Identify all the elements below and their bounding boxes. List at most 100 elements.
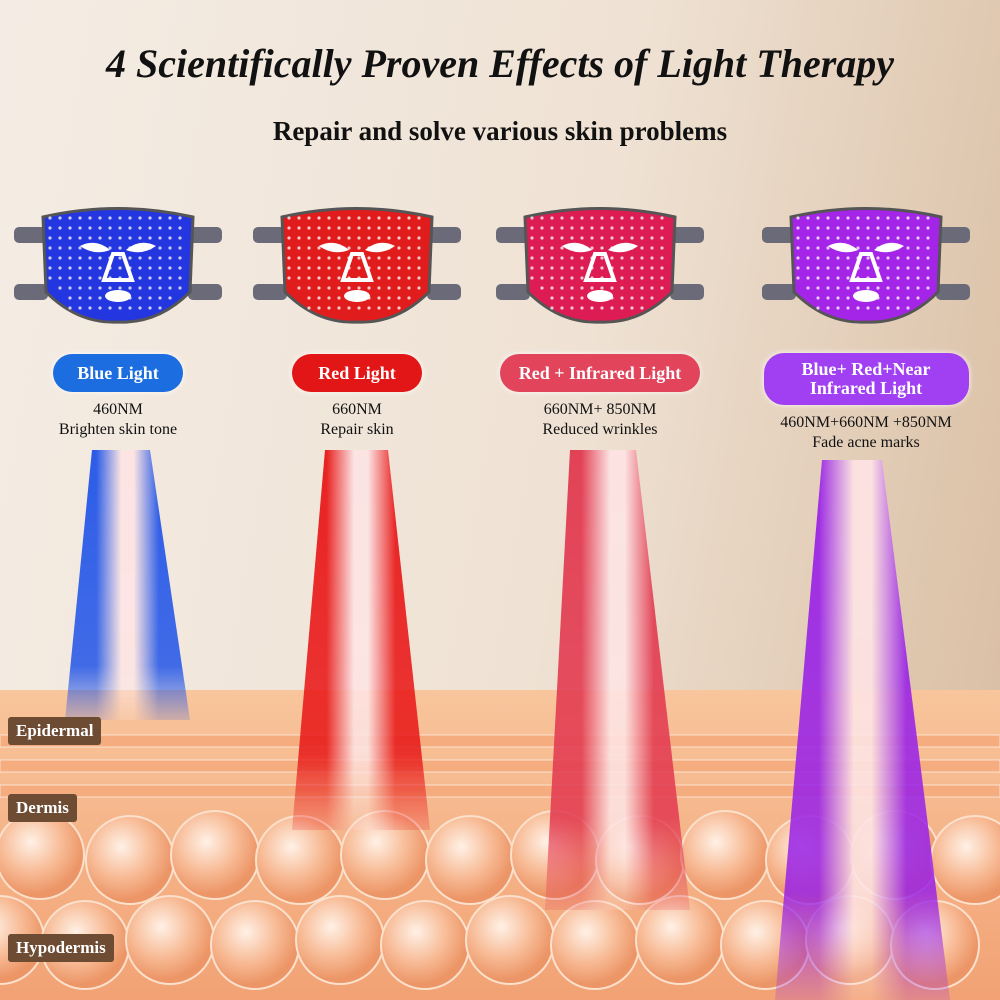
led <box>357 306 361 310</box>
led <box>660 236 664 240</box>
led <box>397 256 401 260</box>
led <box>148 286 152 290</box>
led <box>417 256 421 260</box>
strap <box>253 227 287 243</box>
strap <box>188 227 222 243</box>
led <box>896 226 900 230</box>
led <box>178 256 182 260</box>
led <box>630 286 634 290</box>
led <box>640 306 644 310</box>
strap <box>936 227 970 243</box>
led <box>367 256 371 260</box>
led <box>560 266 564 270</box>
led <box>317 216 321 220</box>
led <box>620 266 624 270</box>
led <box>307 306 311 310</box>
led <box>620 226 624 230</box>
led <box>650 216 654 220</box>
led <box>98 256 102 260</box>
wavelength: 460NM+660NM +850NM <box>780 414 952 431</box>
led <box>886 216 890 220</box>
light-beam <box>292 450 430 830</box>
strap <box>496 284 530 300</box>
led <box>78 256 82 260</box>
led <box>540 286 544 290</box>
eye <box>874 242 904 253</box>
led <box>836 276 840 280</box>
led <box>866 236 870 240</box>
led <box>916 266 920 270</box>
led <box>836 306 840 310</box>
strap <box>253 284 287 300</box>
led <box>610 236 614 240</box>
cell <box>170 810 260 900</box>
led <box>540 256 544 260</box>
led <box>856 226 860 230</box>
led <box>327 296 331 300</box>
eye <box>80 242 110 253</box>
led <box>118 226 122 230</box>
led <box>377 286 381 290</box>
led <box>926 266 930 270</box>
led <box>570 276 574 280</box>
led <box>816 266 820 270</box>
led <box>926 286 930 290</box>
led <box>550 226 554 230</box>
led <box>906 256 910 260</box>
led <box>550 266 554 270</box>
led <box>58 216 62 220</box>
led <box>387 266 391 270</box>
led <box>387 256 391 260</box>
led <box>397 306 401 310</box>
led <box>347 236 351 240</box>
led <box>620 276 624 280</box>
led <box>836 236 840 240</box>
led <box>48 216 52 220</box>
led <box>68 236 72 240</box>
led <box>417 216 421 220</box>
led <box>98 266 102 270</box>
mouth <box>853 290 879 302</box>
led <box>407 216 411 220</box>
led <box>337 216 341 220</box>
led <box>397 296 401 300</box>
led <box>337 236 341 240</box>
led <box>620 286 624 290</box>
led <box>98 276 102 280</box>
led <box>88 266 92 270</box>
cell <box>0 810 85 900</box>
led <box>846 256 850 260</box>
led <box>660 286 664 290</box>
led <box>660 216 664 220</box>
led <box>178 226 182 230</box>
led <box>580 276 584 280</box>
led <box>178 286 182 290</box>
led <box>926 276 930 280</box>
led <box>826 306 830 310</box>
led <box>387 286 391 290</box>
led <box>407 236 411 240</box>
led <box>896 286 900 290</box>
led <box>78 296 82 300</box>
led <box>377 256 381 260</box>
led <box>846 276 850 280</box>
led <box>128 256 132 260</box>
led <box>570 306 574 310</box>
led <box>816 306 820 310</box>
led <box>906 286 910 290</box>
led <box>906 276 910 280</box>
nose <box>583 252 617 282</box>
led <box>397 236 401 240</box>
led <box>387 276 391 280</box>
led <box>118 236 122 240</box>
led <box>640 276 644 280</box>
led <box>816 276 820 280</box>
led <box>78 226 82 230</box>
led <box>307 266 311 270</box>
led <box>560 256 564 260</box>
led <box>48 236 52 240</box>
led <box>88 296 92 300</box>
mouth <box>105 290 131 302</box>
led <box>620 306 624 310</box>
led <box>630 256 634 260</box>
